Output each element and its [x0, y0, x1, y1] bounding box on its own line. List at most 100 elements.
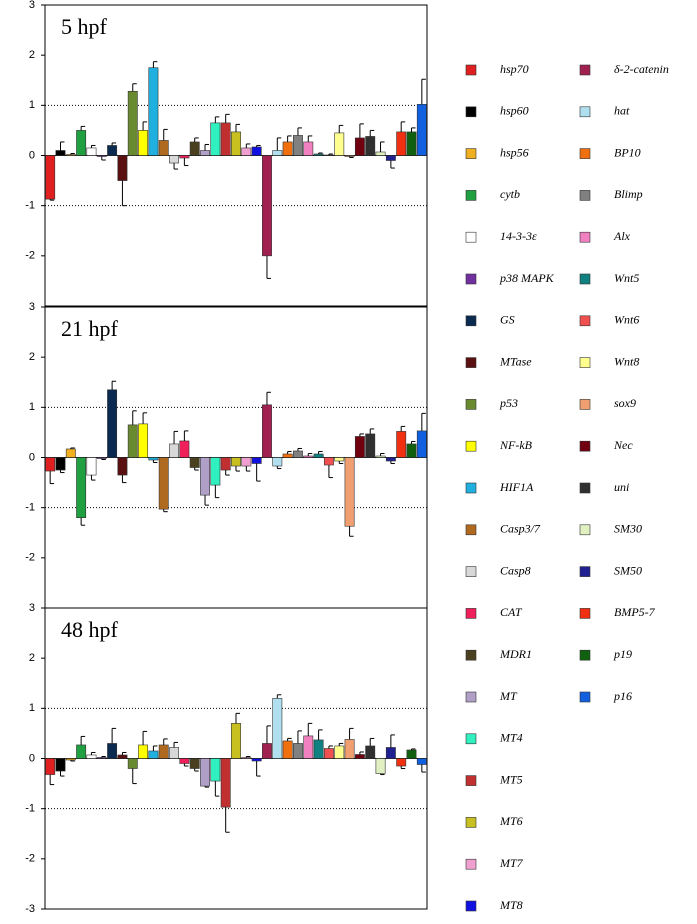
legend-swatch — [579, 608, 591, 619]
panel-title: 48 hpf — [61, 617, 119, 642]
legend-swatch — [465, 482, 477, 494]
bar — [210, 457, 221, 486]
bar — [282, 453, 293, 458]
bar — [138, 744, 149, 759]
legend-swatch — [579, 231, 591, 243]
bar — [65, 154, 76, 156]
bar — [272, 150, 283, 156]
bar — [292, 743, 303, 759]
bar — [231, 723, 241, 759]
bar — [406, 749, 417, 759]
bar — [365, 136, 376, 156]
legend-label: SM30 — [614, 522, 642, 536]
y-tick-label: -1 — [25, 502, 35, 514]
legend-swatch — [465, 357, 477, 368]
y-tick-label: -2 — [25, 250, 35, 262]
bar — [45, 758, 56, 775]
bar — [210, 122, 221, 156]
legend-label: BMP5-7 — [614, 605, 656, 619]
bar — [344, 739, 355, 759]
bar — [138, 423, 149, 458]
legend-label: BP10 — [614, 145, 641, 159]
panel-title: 21 hpf — [61, 316, 119, 341]
bar — [127, 90, 138, 156]
y-tick-label: -2 — [25, 853, 35, 865]
bar — [96, 155, 107, 157]
y-tick-label: 2 — [29, 652, 35, 664]
legend-swatch — [465, 900, 477, 912]
legend-label: uni — [614, 480, 629, 494]
bar — [200, 457, 210, 496]
bar — [117, 457, 128, 476]
bar — [282, 141, 293, 156]
bar — [65, 448, 76, 458]
legend-swatch — [579, 148, 591, 159]
legend-label: hsp56 — [500, 145, 529, 159]
legend-label: 14-3-3ε — [500, 229, 537, 243]
legend-swatch — [465, 231, 477, 243]
bar — [354, 137, 365, 156]
bar — [262, 155, 272, 257]
legend-swatch — [465, 649, 477, 661]
bar — [262, 404, 272, 458]
y-tick-label: 3 — [29, 0, 35, 11]
legend-label: hsp60 — [500, 104, 529, 118]
legend-label: MT8 — [499, 898, 523, 912]
y-tick-label: 0 — [29, 752, 35, 764]
bar — [200, 758, 210, 787]
bar — [354, 436, 365, 458]
bar — [107, 389, 118, 458]
legend-swatch — [579, 315, 591, 327]
bar — [303, 735, 314, 759]
bar — [179, 758, 190, 764]
bar — [86, 754, 97, 759]
bar — [323, 154, 334, 156]
legend-swatch — [465, 106, 477, 118]
legend-label: GS — [500, 313, 515, 327]
bar — [262, 743, 272, 759]
bar — [148, 457, 159, 461]
bar — [416, 430, 427, 458]
legend-label: p38 MAPK — [499, 271, 555, 285]
legend-label: CAT — [500, 605, 523, 619]
bar — [251, 146, 262, 156]
legend-swatch — [579, 357, 591, 368]
bar — [45, 155, 56, 200]
legend-swatch — [579, 64, 591, 76]
legend-swatch — [465, 440, 477, 452]
legend-swatch — [465, 733, 477, 745]
bar — [169, 443, 180, 458]
legend-label: Casp3/7 — [500, 522, 541, 536]
bar — [117, 754, 128, 759]
legend-swatch — [579, 691, 591, 703]
legend-label: MT4 — [499, 731, 523, 745]
bar — [158, 457, 169, 510]
bar — [396, 758, 407, 767]
y-tick-label: -1 — [25, 803, 35, 815]
bar — [385, 747, 396, 759]
legend-swatch — [465, 273, 477, 285]
bar — [55, 457, 66, 471]
legend-swatch — [579, 106, 591, 118]
y-tick-label: 3 — [29, 602, 35, 614]
bar — [365, 745, 376, 759]
bar — [231, 457, 241, 467]
legend-swatch — [579, 524, 591, 536]
legend-label: MDR1 — [499, 647, 532, 661]
bar — [292, 450, 303, 458]
bar — [416, 758, 427, 765]
bar — [96, 457, 107, 459]
legend-label: hat — [614, 104, 630, 118]
legend-label: NF-kB — [499, 438, 533, 452]
legend-label: MTase — [499, 354, 532, 368]
bar — [158, 140, 169, 156]
legend-swatch — [465, 524, 477, 536]
bar — [220, 122, 231, 156]
legend-swatch — [579, 482, 591, 494]
bar — [334, 132, 345, 156]
bar — [138, 130, 149, 156]
legend-label: MT7 — [499, 856, 524, 870]
bar — [200, 150, 210, 156]
legend-label: Nec — [613, 438, 633, 452]
